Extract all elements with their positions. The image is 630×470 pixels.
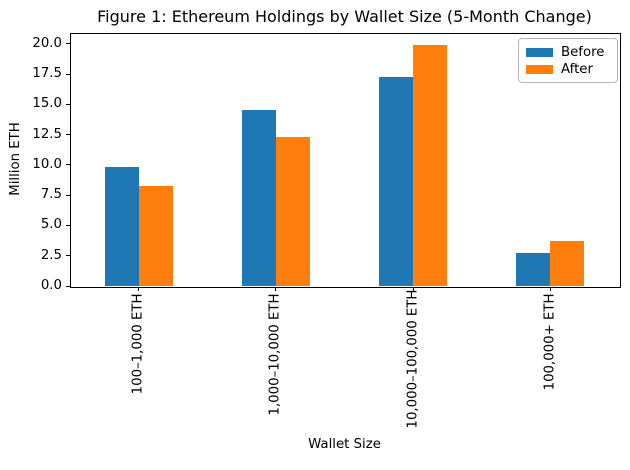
x-tick-label-2: 10,000–100,000 ETH <box>405 289 421 428</box>
y-tick-mark-2.5 <box>66 255 70 257</box>
y-tick-label-10.0: 10.0 <box>32 156 62 172</box>
bar-after-3 <box>550 241 585 286</box>
y-tick-mark-12.5 <box>66 134 70 136</box>
bar-before-0 <box>104 167 139 286</box>
x-axis-label: Wallet Size <box>308 437 381 452</box>
legend-entry-before: Before <box>526 44 610 61</box>
legend-label-before: Before <box>561 44 605 60</box>
x-tick-mark-0 <box>138 287 140 291</box>
bar-before-2 <box>379 76 414 286</box>
legend-swatch-before <box>526 48 553 57</box>
y-tick-mark-15.0 <box>66 103 70 105</box>
y-tick-label-7.5: 7.5 <box>40 187 62 203</box>
legend-label-after: After <box>561 61 593 77</box>
bar-before-1 <box>241 110 276 286</box>
y-tick-mark-17.5 <box>66 73 70 75</box>
y-tick-mark-10.0 <box>66 164 70 166</box>
x-tick-mark-2 <box>412 287 414 291</box>
bar-after-2 <box>413 45 448 286</box>
bar-before-3 <box>516 253 551 286</box>
y-tick-label-12.5: 12.5 <box>32 126 62 142</box>
x-tick-mark-3 <box>549 287 551 291</box>
x-tick-label-1: 1,000–10,000 ETH <box>267 293 283 415</box>
y-tick-label-5.0: 5.0 <box>40 217 62 233</box>
x-tick-label-0: 100–1,000 ETH <box>130 293 146 394</box>
y-tick-mark-5.0 <box>66 224 70 226</box>
y-tick-label-2.5: 2.5 <box>40 247 62 263</box>
y-tick-label-20.0: 20.0 <box>32 35 62 51</box>
legend-entry-after: After <box>526 61 610 78</box>
y-tick-mark-0.0 <box>66 285 70 287</box>
bar-after-0 <box>138 185 173 286</box>
legend-swatch-after <box>526 65 553 74</box>
y-tick-label-0.0: 0.0 <box>40 278 62 293</box>
legend: Before After <box>518 38 618 83</box>
x-tick-label-3: 100,000+ ETH <box>542 293 558 390</box>
x-tick-mark-1 <box>275 287 277 291</box>
bar-after-1 <box>275 137 310 286</box>
chart-title: Figure 1: Ethereum Holdings by Wallet Si… <box>97 7 592 26</box>
y-tick-label-15.0: 15.0 <box>32 96 62 112</box>
y-tick-mark-20.0 <box>66 43 70 45</box>
y-tick-label-17.5: 17.5 <box>32 66 62 82</box>
y-tick-mark-7.5 <box>66 194 70 196</box>
